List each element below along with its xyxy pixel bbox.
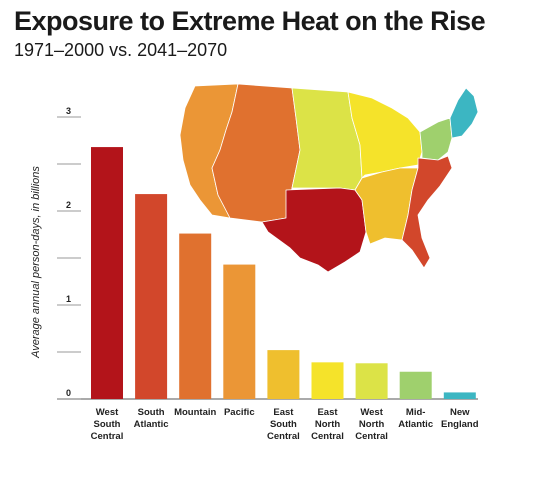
us-regions-map-icon <box>179 83 479 273</box>
bar <box>267 350 300 399</box>
x-tick-label: Mountain <box>174 407 216 418</box>
map-region-south-atlantic <box>401 155 453 269</box>
bars <box>91 147 476 399</box>
x-tick-label: New England <box>441 407 479 430</box>
category-labels: West South Central South Atlantic Mountain Pac… <box>91 407 479 442</box>
chart-subtitle: 1971–2000 vs. 2041–2070 <box>14 40 228 60</box>
x-tick-label: South Atlantic <box>134 407 169 430</box>
bar <box>311 362 344 399</box>
bar <box>179 233 212 399</box>
bar <box>135 194 168 399</box>
map-region-new-england <box>449 87 479 139</box>
bar <box>355 363 388 399</box>
map-region-mid-atlantic <box>419 117 453 161</box>
bar <box>399 371 432 399</box>
y-tick-label: 2 <box>66 200 71 210</box>
x-tick-label: West North Central <box>355 407 388 442</box>
map-region-east-north-central <box>347 91 423 179</box>
bar <box>223 264 256 399</box>
bar <box>91 147 123 399</box>
x-tick-label: East South Central <box>267 407 300 442</box>
bar <box>443 392 476 399</box>
y-tick-label: 3 <box>66 106 71 116</box>
x-tick-label: Pacific <box>224 407 255 418</box>
x-tick-label: East North Central <box>311 407 344 442</box>
y-tick-label: 0 <box>66 388 71 398</box>
x-tick-label: Mid-Atlantic <box>398 407 433 430</box>
y-tick-label: 1 <box>66 294 71 304</box>
x-tick-label: West South Central <box>91 407 124 442</box>
chart-title: Exposure to Extreme Heat on the Rise <box>14 6 486 36</box>
